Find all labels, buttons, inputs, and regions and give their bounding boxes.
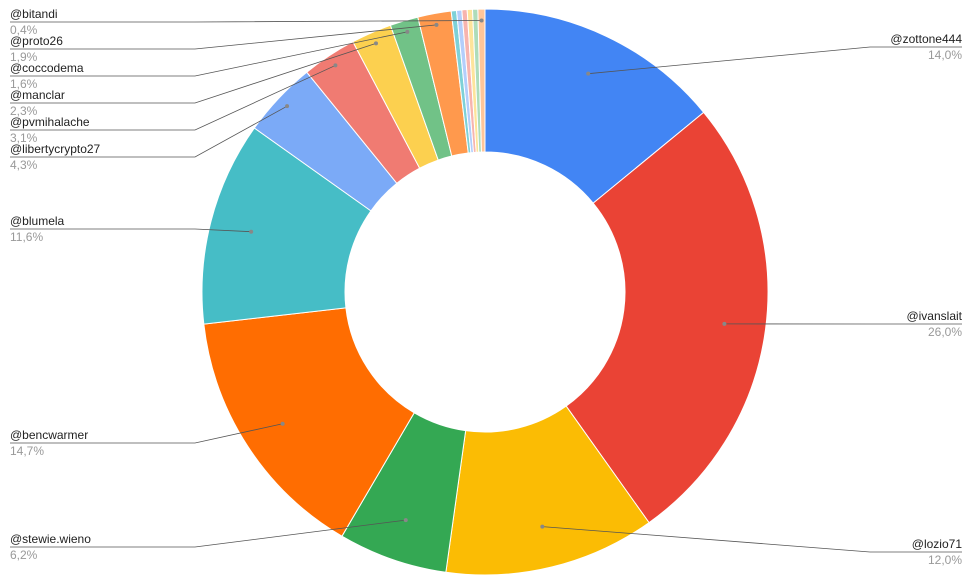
slice-value-label: 26,0% [928,325,962,339]
leader-dot [403,518,408,523]
leader-line [542,526,962,553]
leader-line [10,42,377,104]
leader-dot [373,41,378,46]
leader-line [10,228,252,233]
slice-value-label: 1,9% [10,50,38,64]
slice-label: @stewie.wieno [10,532,91,546]
donut-slice [565,111,769,524]
slice-label: @pvmihalache [10,115,90,129]
leader-line [10,24,437,50]
leader-dot [722,321,727,326]
slice-value-label: 3,1% [10,131,38,145]
leader-dot [285,104,290,109]
slice-value-label: 14,7% [10,444,44,458]
leader-dot [434,22,439,27]
slice-label: @bitandi [10,7,58,21]
leader-line [10,31,408,77]
slice-value-label: 14,0% [928,48,962,62]
slice-label: @zottone444 [890,32,962,46]
donut-slice [203,307,415,537]
slice-label: @coccodema [10,61,84,75]
slice-label: @manclar [10,88,65,102]
leader-dot [249,229,254,234]
slice-label: @lozio71 [912,537,963,551]
leader-dot [405,29,410,34]
slice-label: @ivanslait [906,309,962,323]
donut-slice [445,405,650,576]
leader-dot [540,524,545,529]
slice-label: @libertycrypto27 [10,142,101,156]
leader-line [588,46,962,75]
leader-dot [479,18,484,23]
slice-label: @blumela [10,214,65,228]
leader-line [10,519,406,548]
slice-label: @proto26 [10,34,63,48]
slice-value-label: 11,6% [10,230,43,244]
slice-value-label: 6,2% [10,548,38,562]
slice-value-label: 0,4% [10,23,38,37]
donut-slice [477,8,486,153]
donut-slice [484,8,705,204]
slice-value-label: 2,3% [10,104,38,118]
slice-value-label: 12,0% [928,553,962,567]
leader-line [10,423,283,444]
slice-label: @bencwarmer [10,428,88,442]
leader-dot [333,63,338,68]
leader-line [10,65,336,131]
slice-value-label: 4,3% [10,158,38,172]
leader-dot [586,71,591,76]
slice-value-label: 1,6% [10,77,38,91]
leader-line [10,20,482,23]
leader-line [10,105,288,158]
leader-dot [280,421,285,426]
